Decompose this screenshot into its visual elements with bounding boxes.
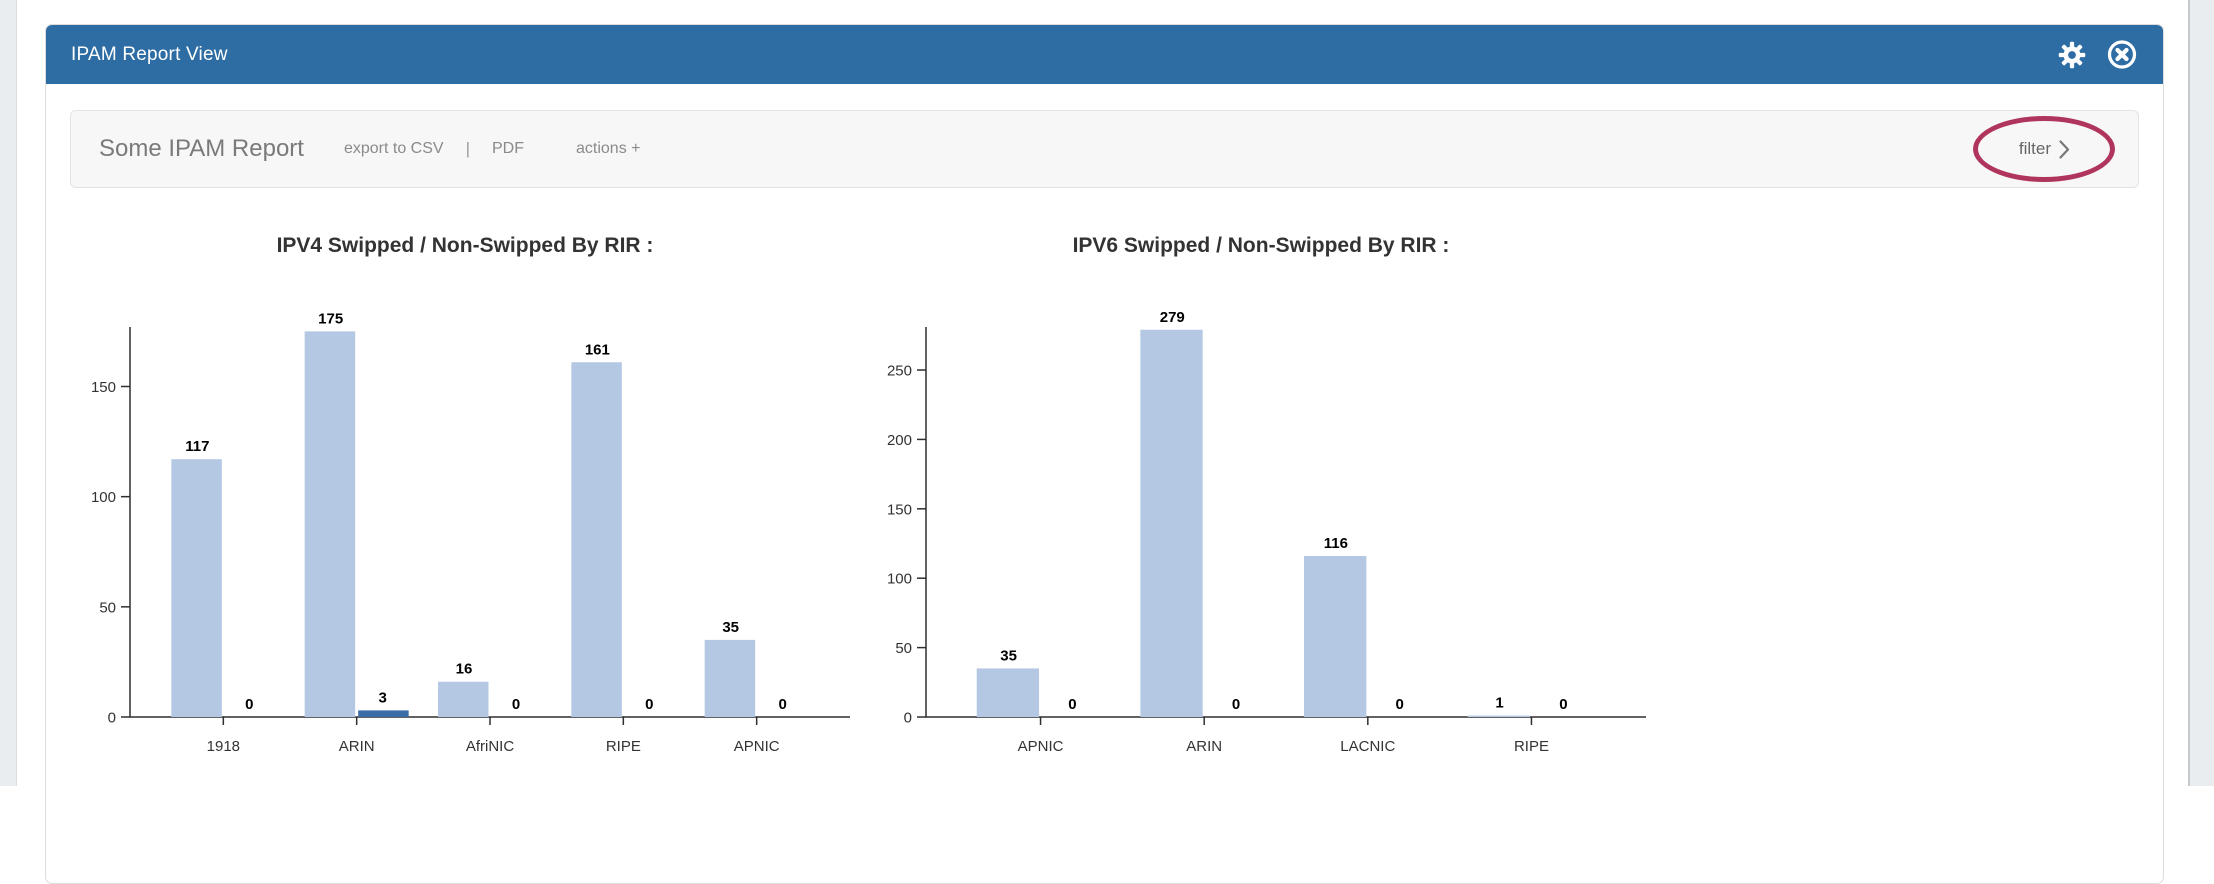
svg-text:150: 150 [887,501,912,518]
svg-text:0: 0 [904,710,912,727]
page-left-gutter [0,0,17,786]
filter-toggle[interactable]: filter [1973,116,2116,182]
svg-text:150: 150 [91,379,116,396]
chevron-right-icon [2059,139,2070,159]
svg-text:0: 0 [1068,696,1076,713]
toolbar-separator: | [465,139,470,158]
svg-text:0: 0 [512,696,520,713]
svg-text:APNIC: APNIC [1018,738,1064,755]
svg-text:0: 0 [1559,696,1567,713]
svg-text:35: 35 [722,619,739,636]
ipv6-chart-block: IPV6 Swipped / Non-Swipped By RIR : 0 50 1… [866,234,1656,772]
svg-text:RIPE: RIPE [1514,738,1549,755]
page-right-gutter[interactable] [2188,0,2214,786]
gear-icon[interactable] [2057,40,2087,70]
export-pdf-link[interactable]: PDF [492,140,524,157]
svg-text:100: 100 [91,489,116,506]
svg-text:0: 0 [1232,696,1240,713]
svg-text:ARIN: ARIN [339,738,375,755]
svg-text:0: 0 [245,696,253,713]
panel-title: IPAM Report View [71,43,228,65]
ipv6-chart-title: IPV6 Swipped / Non-Swipped By RIR : [1072,234,1450,257]
svg-text:0: 0 [778,696,786,713]
charts-row: IPV4 Swipped / Non-Swipped By RIR : 0 50 1… [70,234,2139,772]
svg-text:0: 0 [1396,696,1404,713]
svg-text:ARIN: ARIN [1186,738,1222,755]
filter-label: filter [2018,139,2051,158]
ipv4-chart-block: IPV4 Swipped / Non-Swipped By RIR : 0 50 1… [70,234,860,772]
report-toolbar: Some IPAM Report export to CSV | PDF act… [70,110,2139,188]
svg-text:116: 116 [1324,535,1348,552]
svg-text:50: 50 [895,640,912,657]
svg-text:279: 279 [1160,309,1185,326]
report-title: Some IPAM Report [99,135,304,162]
panel-header: IPAM Report View [46,25,2163,84]
export-csv-link[interactable]: export to CSV [343,140,444,157]
svg-text:1: 1 [1495,695,1503,712]
svg-text:AfriNIC: AfriNIC [466,738,515,755]
panel-body: Some IPAM Report export to CSV | PDF act… [46,84,2163,772]
svg-text:161: 161 [585,341,610,358]
svg-text:0: 0 [108,710,116,727]
ipv6-bar-chart: 050100150200250APNIC350ARIN2790LACNIC116… [887,309,1646,755]
ipv4-chart-title: IPV4 Swipped / Non-Swipped By RIR : [276,234,654,257]
svg-text:16: 16 [456,661,473,678]
svg-text:3: 3 [378,689,386,706]
svg-text:0: 0 [645,696,653,713]
svg-text:RIPE: RIPE [606,738,641,755]
svg-text:100: 100 [887,571,912,588]
svg-text:117: 117 [185,438,209,455]
svg-text:1918: 1918 [207,738,240,755]
ipv4-bar-chart: 0 50 100 150 1918 117 0 ARIN 175 3 AfriNIC 16 0 RIPE 1… [91,310,850,755]
svg-text:APNIC: APNIC [734,738,780,755]
close-icon[interactable] [2107,40,2137,70]
ipam-report-panel: IPAM Report View [45,24,2164,884]
svg-text:200: 200 [887,432,912,449]
svg-text:175: 175 [318,310,343,327]
actions-menu-link[interactable]: actions + [576,140,641,157]
svg-text:35: 35 [1000,647,1017,664]
svg-text:250: 250 [887,363,912,380]
svg-text:LACNIC: LACNIC [1340,738,1395,755]
svg-text:50: 50 [99,599,116,616]
